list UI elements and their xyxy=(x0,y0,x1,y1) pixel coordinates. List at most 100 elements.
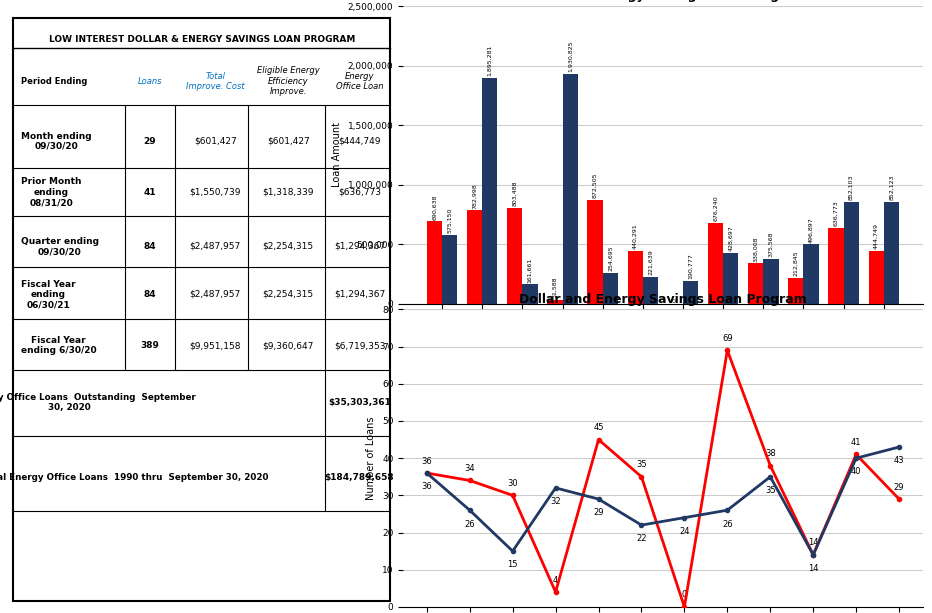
Bar xyxy=(563,74,578,303)
Text: 1,930,825: 1,930,825 xyxy=(568,40,572,72)
Text: Total Energy Office Loans  1990 thru  September 30, 2020: Total Energy Office Loans 1990 thru Sept… xyxy=(0,473,268,482)
Previous Year xyxy=(636,522,647,529)
Text: $6,719,353: $6,719,353 xyxy=(334,341,385,350)
Previous Year xyxy=(550,484,561,492)
Current Year xyxy=(550,588,561,596)
Bar xyxy=(723,253,738,303)
Text: 43: 43 xyxy=(894,456,904,465)
Text: Total
Improve. Cost: Total Improve. Cost xyxy=(185,72,244,91)
Text: 1,895,281: 1,895,281 xyxy=(487,45,492,76)
Current Year xyxy=(678,603,690,611)
Bar xyxy=(829,228,843,303)
Text: $1,550,739: $1,550,739 xyxy=(189,188,241,197)
Bar xyxy=(442,235,458,303)
Previous Year xyxy=(507,547,518,555)
Text: LOW INTEREST DOLLAR & ENERGY SAVINGS LOAN PROGRAM: LOW INTEREST DOLLAR & ENERGY SAVINGS LOA… xyxy=(48,35,355,44)
Bar xyxy=(869,251,884,303)
Text: 29: 29 xyxy=(144,137,156,146)
Text: 852,103: 852,103 xyxy=(849,175,854,200)
Current Year xyxy=(636,473,647,481)
Text: 4: 4 xyxy=(553,576,558,585)
Previous Year xyxy=(464,506,475,514)
Line: Previous Year: Previous Year xyxy=(425,445,901,557)
Text: 30: 30 xyxy=(507,479,518,488)
Text: $1,318,339: $1,318,339 xyxy=(263,188,314,197)
Text: $2,254,315: $2,254,315 xyxy=(263,242,314,251)
Text: 40: 40 xyxy=(851,468,861,476)
Text: 389: 389 xyxy=(141,341,159,350)
Previous Year xyxy=(808,551,819,558)
Text: 444,749: 444,749 xyxy=(873,223,879,249)
Text: Period Ending: Period Ending xyxy=(21,77,88,86)
Text: 84: 84 xyxy=(144,242,156,251)
Current Year xyxy=(851,451,862,458)
Bar xyxy=(843,202,859,303)
Text: 22: 22 xyxy=(637,535,647,543)
Text: 375,568: 375,568 xyxy=(769,232,774,257)
Text: 31,588: 31,588 xyxy=(553,276,557,298)
Text: 29: 29 xyxy=(594,508,604,517)
Text: 782,998: 782,998 xyxy=(473,183,477,208)
Bar xyxy=(763,259,778,303)
Text: $2,254,315: $2,254,315 xyxy=(263,290,314,299)
Text: 41: 41 xyxy=(851,438,861,447)
Text: 35: 35 xyxy=(637,460,647,470)
Text: 69: 69 xyxy=(722,334,733,343)
Text: $9,360,647: $9,360,647 xyxy=(263,341,314,350)
Text: 36: 36 xyxy=(421,482,432,492)
Text: 84: 84 xyxy=(144,290,156,299)
Text: 690,638: 690,638 xyxy=(432,194,437,219)
FancyBboxPatch shape xyxy=(13,18,391,601)
Text: 15: 15 xyxy=(507,560,518,569)
Text: 428,697: 428,697 xyxy=(728,225,733,251)
Bar xyxy=(427,221,442,303)
Bar xyxy=(708,223,723,303)
Text: 676,240: 676,240 xyxy=(713,196,718,221)
Text: 14: 14 xyxy=(808,538,818,547)
Previous Year xyxy=(764,473,775,481)
Current Year xyxy=(764,462,775,470)
Current Year xyxy=(421,470,432,477)
Previous Year xyxy=(894,443,905,451)
Bar xyxy=(643,277,658,303)
Bar xyxy=(884,202,899,303)
Text: 26: 26 xyxy=(464,519,475,528)
Text: $1,294,367: $1,294,367 xyxy=(334,242,385,251)
Bar xyxy=(788,278,803,303)
Text: 496,897: 496,897 xyxy=(809,217,814,243)
Current Year xyxy=(894,495,905,503)
Text: Total Energy Office Loans  Outstanding  September
30, 2020: Total Energy Office Loans Outstanding Se… xyxy=(0,393,196,413)
Text: 36: 36 xyxy=(421,457,432,466)
Text: Eligible Energy
Efficiency
Improve.: Eligible Energy Efficiency Improve. xyxy=(257,66,320,96)
Bar xyxy=(547,300,563,303)
Bar xyxy=(803,245,818,303)
Text: 0: 0 xyxy=(682,590,687,600)
Text: Month ending
09/30/20: Month ending 09/30/20 xyxy=(21,132,91,151)
Text: 14: 14 xyxy=(808,564,818,573)
Previous Year xyxy=(851,454,862,462)
Text: 221,639: 221,639 xyxy=(648,249,653,275)
Text: $636,773: $636,773 xyxy=(338,188,381,197)
Text: 161,661: 161,661 xyxy=(528,257,532,283)
Text: $35,303,361: $35,303,361 xyxy=(328,398,391,407)
Text: 29: 29 xyxy=(894,482,904,492)
Current Year xyxy=(593,436,604,443)
Text: 254,695: 254,695 xyxy=(608,246,613,272)
Title: Dollar and Energy Savings Loan Program: Dollar and Energy Savings Loan Program xyxy=(519,292,807,305)
Previous Year xyxy=(593,495,604,503)
Text: 32: 32 xyxy=(550,497,561,506)
Y-axis label: Loan Amount: Loan Amount xyxy=(332,123,342,188)
Text: $601,427: $601,427 xyxy=(194,137,237,146)
Text: 35: 35 xyxy=(765,486,775,495)
Current Year xyxy=(464,477,475,484)
Text: Energy
Office Loan: Energy Office Loan xyxy=(336,72,383,91)
Text: 45: 45 xyxy=(594,423,604,432)
Text: $184,789,658: $184,789,658 xyxy=(324,473,394,482)
Y-axis label: Number of Loans: Number of Loans xyxy=(366,416,377,500)
Text: 41: 41 xyxy=(144,188,156,197)
Bar xyxy=(507,208,522,303)
Text: 440,291: 440,291 xyxy=(633,224,637,249)
Previous Year xyxy=(421,470,432,477)
Bar xyxy=(587,200,603,303)
Text: 34: 34 xyxy=(464,464,475,473)
